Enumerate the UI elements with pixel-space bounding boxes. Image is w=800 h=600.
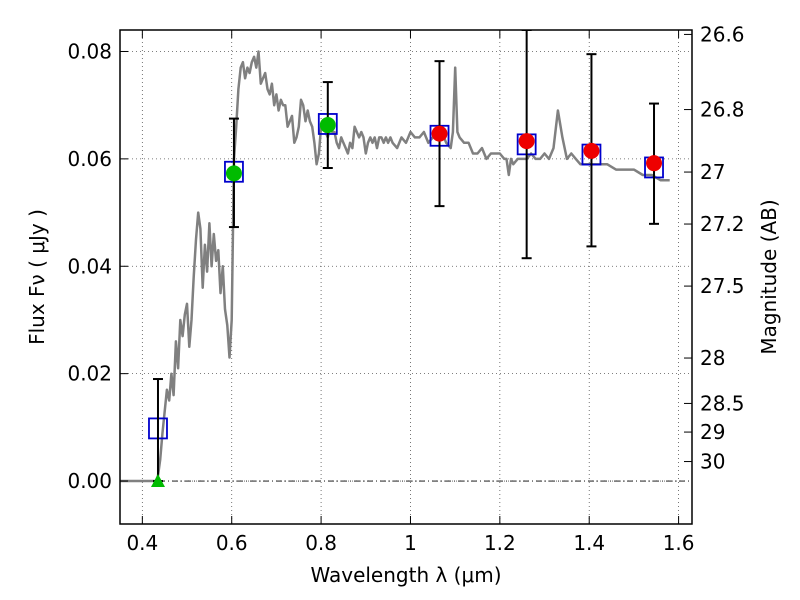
mag-tick-label: 26.8: [700, 98, 745, 122]
observed-optical-point: [319, 117, 336, 134]
mag-tick-label: 28: [700, 346, 725, 370]
y-tick-label: 0.04: [67, 254, 112, 278]
mag-tick-label: 26.6: [700, 22, 745, 46]
plot-data: [120, 30, 692, 488]
observed-optical-point: [225, 165, 242, 182]
x-tick-label: 0.4: [126, 531, 158, 555]
x-tick-label: 1: [404, 531, 417, 555]
axis-ticks: 0.4 0.6 0.8 1 1.2 1.4 1.6 0.00 0.02 0.04 0.06 0.08 2…: [67, 22, 744, 555]
observed-ir-point: [431, 125, 448, 142]
mag-tick-label: 28.5: [700, 391, 745, 415]
sed-template-line: [120, 50, 670, 483]
mag-tick-label: 27.5: [700, 274, 745, 298]
x-tick-label: 1.2: [484, 531, 516, 555]
grid: [120, 30, 692, 524]
observed-ir-point: [646, 155, 663, 172]
upper-limit-point: [150, 474, 165, 488]
x-tick-label: 0.8: [305, 531, 337, 555]
y-tick-label: 0.08: [67, 39, 112, 63]
mag-tick-label: 29: [700, 420, 725, 444]
y-tick-label: 0.02: [67, 362, 112, 386]
observed-ir-point: [583, 142, 600, 159]
x-tick-label: 1.6: [663, 531, 695, 555]
observed-ir-point: [518, 133, 535, 150]
x-tick-label: 0.6: [216, 531, 248, 555]
mag-tick-label: 30: [700, 450, 725, 474]
y-axis-right-label: Magnitude (AB): [757, 199, 781, 354]
plot-frame: [119, 29, 693, 525]
mag-tick-label: 27: [700, 160, 725, 184]
y-tick-label: 0.06: [67, 147, 112, 171]
y-axis-label: Flux Fν ( μJy ): [25, 209, 49, 345]
mag-tick-label: 27.2: [700, 212, 745, 236]
y-tick-label: 0.00: [67, 469, 112, 493]
x-tick-label: 1.4: [573, 531, 605, 555]
x-axis-label: Wavelength λ (μm): [310, 563, 501, 587]
